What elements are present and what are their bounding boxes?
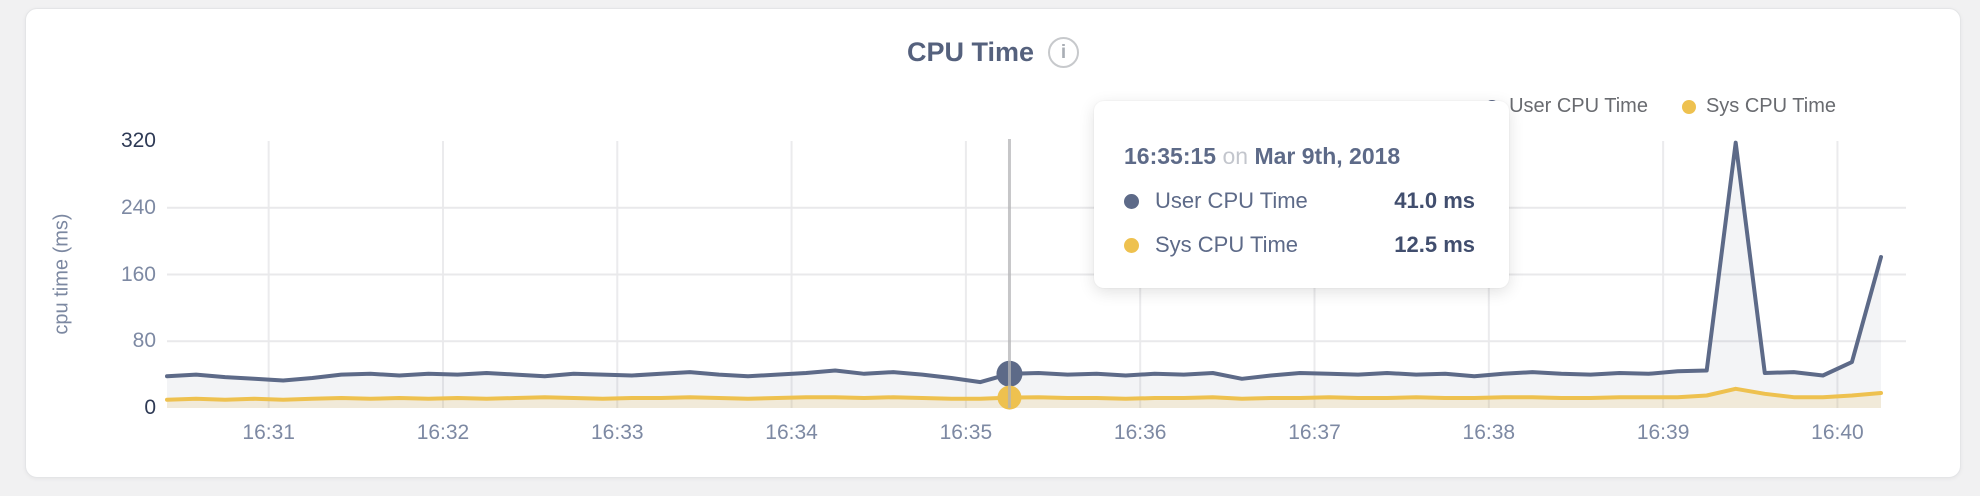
chart-title: CPU Time bbox=[906, 37, 1035, 67]
tooltip-time: 16:35:15 bbox=[1124, 143, 1217, 169]
tooltip-row-user: User CPU Time 41.0 ms bbox=[1124, 188, 1475, 214]
tooltip-sys-value: 12.5 ms bbox=[1394, 232, 1475, 257]
x-axis-tick: 16:40 bbox=[1811, 421, 1864, 444]
y-axis-tick: 0 bbox=[144, 396, 156, 419]
x-axis-tick: 16:33 bbox=[591, 421, 644, 444]
tooltip-timestamp: 16:35:15 on Mar 9th, 2018 bbox=[1124, 143, 1475, 170]
chart-plot-area[interactable] bbox=[26, 9, 1962, 479]
tooltip-sys-dot-icon bbox=[1124, 237, 1139, 253]
tooltip-user-label: User CPU Time bbox=[1155, 188, 1308, 213]
tooltip-sys-label: Sys CPU Time bbox=[1155, 232, 1299, 257]
x-axis-tick: 16:31 bbox=[242, 421, 295, 444]
user-cpu-area bbox=[167, 142, 1881, 408]
sys-cpu-line bbox=[165, 386, 1883, 402]
info-icon[interactable]: i bbox=[1048, 37, 1080, 68]
legend-label-sys: Sys CPU Time bbox=[1705, 95, 1836, 117]
user-cpu-line bbox=[165, 140, 1883, 385]
tooltip-date: Mar 9th, 2018 bbox=[1254, 143, 1401, 169]
x-axis-tick: 16:35 bbox=[939, 421, 993, 444]
y-axis-tick: 160 bbox=[120, 262, 156, 286]
y-axis-tick: 80 bbox=[132, 329, 156, 353]
x-axis-tick: 16:37 bbox=[1288, 421, 1341, 444]
chart-header: CPU Time i bbox=[26, 37, 1960, 68]
x-axis-tick: 16:36 bbox=[1113, 421, 1167, 444]
legend-label-user: User CPU Time bbox=[1509, 95, 1648, 117]
x-axis-tick: 16:34 bbox=[765, 421, 818, 444]
y-axis-tick: 320 bbox=[120, 129, 156, 152]
tooltip-user-dot-icon bbox=[1124, 193, 1139, 209]
x-axis-tick: 16:38 bbox=[1462, 421, 1516, 444]
legend-item-sys-cpu-time[interactable]: Sys CPU Time bbox=[1681, 95, 1836, 118]
hover-tooltip: 16:35:15 on Mar 9th, 2018 User CPU Time … bbox=[1094, 101, 1509, 288]
y-axis-tick: 240 bbox=[120, 195, 156, 219]
legend-dot-sys-icon bbox=[1681, 99, 1696, 114]
x-axis-tick: 16:39 bbox=[1636, 421, 1690, 444]
tooltip-conjunction: on bbox=[1222, 143, 1249, 169]
tooltip-user-value: 41.0 ms bbox=[1394, 188, 1475, 213]
chart-card: CPU Time i User CPU Time Sys CPU Time cp… bbox=[25, 8, 1961, 478]
x-axis-tick: 16:32 bbox=[416, 421, 470, 444]
legend: User CPU Time Sys CPU Time bbox=[1485, 95, 1836, 118]
legend-item-user-cpu-time[interactable]: User CPU Time bbox=[1485, 95, 1648, 118]
tooltip-row-sys: Sys CPU Time 12.5 ms bbox=[1124, 232, 1475, 258]
